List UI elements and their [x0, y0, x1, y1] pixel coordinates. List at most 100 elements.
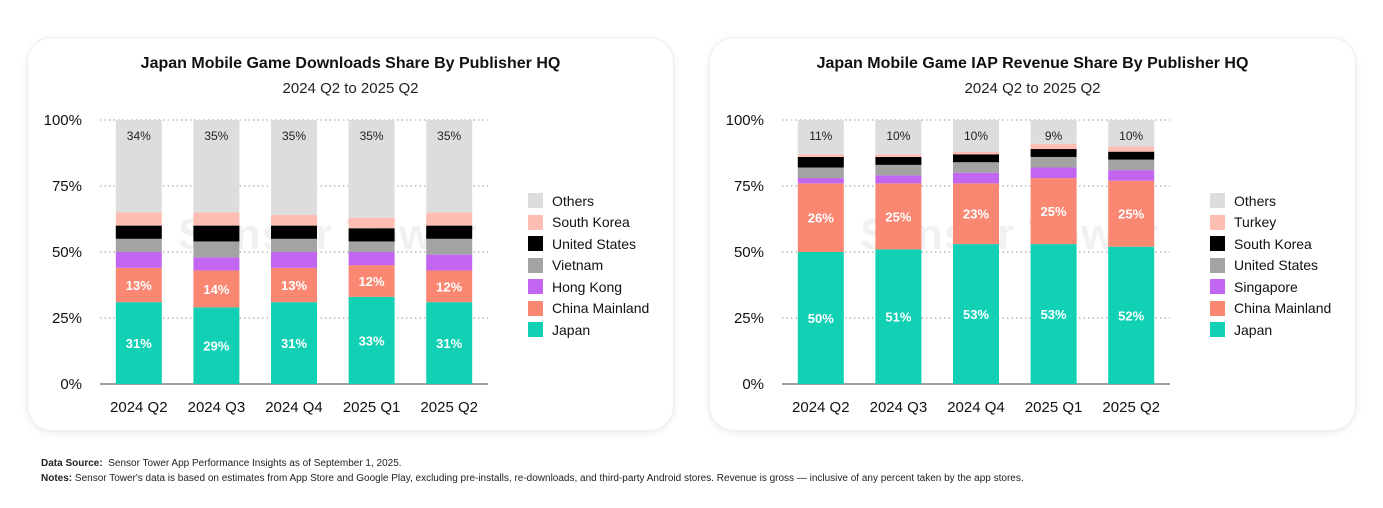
bar-segment-turkey — [953, 151, 999, 155]
bar-segment-singapore — [953, 172, 999, 184]
data-label-japan: 29% — [203, 339, 229, 354]
bar-segment-united-states — [797, 167, 844, 179]
bar-segment-china-mainland — [953, 183, 999, 245]
bar-segment-south-korea — [271, 215, 317, 226]
data-source-note: Data Source: Sensor Tower App Performanc… — [41, 458, 402, 469]
data-label-china-mainland: 12% — [359, 274, 385, 289]
bar-segment-hong-kong — [348, 252, 395, 266]
downloads-chart-card: Sensor Tower Japan Mobile Game Downloads… — [28, 38, 673, 430]
legend-label: Vietnam — [552, 257, 604, 274]
x-tick-label: 2024 Q2 — [110, 399, 168, 416]
legend-item-hong-kong: Hong Kong — [528, 276, 649, 298]
data-label-japan: 52% — [1118, 308, 1144, 323]
x-tick-label: 2024 Q3 — [188, 399, 246, 416]
legend-swatch — [528, 214, 543, 230]
data-label-japan: 31% — [281, 336, 307, 351]
data-label-others: 35% — [437, 129, 461, 143]
bar-segment-japan — [115, 302, 162, 384]
bar-segment-china-mainland — [426, 270, 473, 303]
data-source-text: Sensor Tower App Performance Insights as… — [108, 458, 402, 469]
data-label-china-mainland: 13% — [126, 278, 152, 293]
legend-swatch — [1210, 214, 1225, 230]
bar-segment-turkey — [875, 154, 922, 157]
bar-segment-others — [271, 120, 317, 216]
x-tick-label: 2024 Q3 — [870, 399, 928, 416]
bar-segment-united-states — [426, 225, 473, 239]
legend-label: Singapore — [1234, 278, 1298, 295]
legend-item-turkey: Turkey — [1210, 212, 1331, 234]
downloads-plot: 0% 25% 50% 75% 100% 31% 13% 34% 2024 Q2 29% 14% 35%… — [44, 112, 488, 416]
x-tick-label: 2025 Q1 — [343, 399, 401, 416]
data-label-others: 35% — [204, 129, 228, 143]
legend-label: Hong Kong — [552, 278, 623, 295]
data-source-label: Data Source: — [41, 458, 103, 469]
legend-swatch — [528, 300, 543, 316]
data-label-china-mainland: 26% — [808, 211, 834, 226]
legend-label: South Korea — [1234, 235, 1312, 252]
data-label-others: 10% — [964, 129, 988, 143]
notes-note: Notes: Sensor Tower's data is based on e… — [41, 473, 1024, 484]
data-label-china-mainland: 25% — [1041, 204, 1067, 219]
bar-segment-hong-kong — [115, 252, 162, 268]
bar-segment-singapore — [875, 175, 922, 184]
bar-segment-south-korea — [115, 212, 162, 226]
bar-segment-vietnam — [115, 238, 162, 252]
legend-item-others: Others — [528, 190, 649, 212]
legend-swatch — [1210, 236, 1225, 252]
legend-item-vietnam: Vietnam — [528, 255, 649, 277]
legend-item-others: Others — [1210, 190, 1331, 212]
bar-segment-japan — [797, 252, 844, 384]
chart-title: Japan Mobile Game IAP Revenue Share By P… — [816, 55, 1249, 72]
y-tick-label: 100% — [726, 112, 764, 129]
bar-segment-singapore — [1108, 170, 1155, 181]
legend-label: Others — [1234, 192, 1277, 209]
bar-segment-china-mainland — [271, 267, 317, 303]
y-tick-label: 0% — [742, 376, 764, 393]
data-label-china-mainland: 12% — [436, 279, 462, 294]
revenue-plot: 0% 25% 50% 75% 100% 50% 26% 11% 2024 Q2 51% 25% 10%… — [726, 112, 1170, 416]
bar-segment-japan — [193, 307, 240, 384]
data-label-china-mainland: 14% — [203, 282, 229, 297]
bar-segment-japan — [1108, 246, 1155, 384]
legend-label: Others — [552, 192, 595, 209]
chart-subtitle: 2024 Q2 to 2025 Q2 — [964, 80, 1101, 97]
legend-swatch — [528, 322, 543, 338]
legend-item-united-states: United States — [528, 233, 649, 255]
legend-item-south-korea: South Korea — [1210, 233, 1331, 255]
legend-swatch — [1210, 193, 1225, 209]
bar-segment-japan — [348, 296, 395, 384]
data-label-others: 10% — [886, 129, 910, 143]
data-label-others: 9% — [1045, 129, 1063, 143]
data-label-china-mainland: 23% — [963, 207, 989, 222]
legend-item-china-mainland: China Mainland — [528, 298, 649, 320]
bar-segment-south-korea — [875, 156, 922, 165]
y-tick-label: 50% — [734, 244, 764, 261]
legend-swatch — [1210, 279, 1225, 295]
bar-segment-united-states — [271, 225, 317, 239]
bar-segment-united-states — [1108, 159, 1155, 171]
y-tick-label: 75% — [734, 178, 764, 195]
y-tick-label: 100% — [44, 112, 82, 129]
bar-segment-singapore — [797, 178, 844, 184]
bar-segment-united-states — [953, 162, 999, 173]
bar-segment-united-states — [348, 228, 395, 242]
bar-segment-united-states — [1030, 156, 1077, 168]
y-tick-label: 75% — [52, 178, 82, 195]
bar-segment-china-mainland — [193, 270, 240, 308]
bar-segment-china-mainland — [797, 183, 844, 252]
bar-segment-south-korea — [1030, 149, 1077, 157]
bar-segment-south-korea — [953, 154, 999, 163]
legend-label: United States — [1234, 257, 1319, 274]
data-label-japan: 31% — [436, 336, 462, 351]
bar-segment-others — [1030, 120, 1077, 144]
legend-label: United States — [552, 235, 637, 252]
data-label-japan: 53% — [963, 307, 989, 322]
legend-label: China Mainland — [552, 300, 650, 317]
data-label-japan: 31% — [126, 336, 152, 351]
bar-segment-singapore — [1030, 167, 1077, 179]
data-label-japan: 50% — [808, 311, 834, 326]
legend-swatch — [1210, 300, 1225, 316]
bar-segment-turkey — [1108, 146, 1155, 152]
bar-segment-others — [953, 120, 999, 152]
data-label-others: 35% — [360, 129, 384, 143]
